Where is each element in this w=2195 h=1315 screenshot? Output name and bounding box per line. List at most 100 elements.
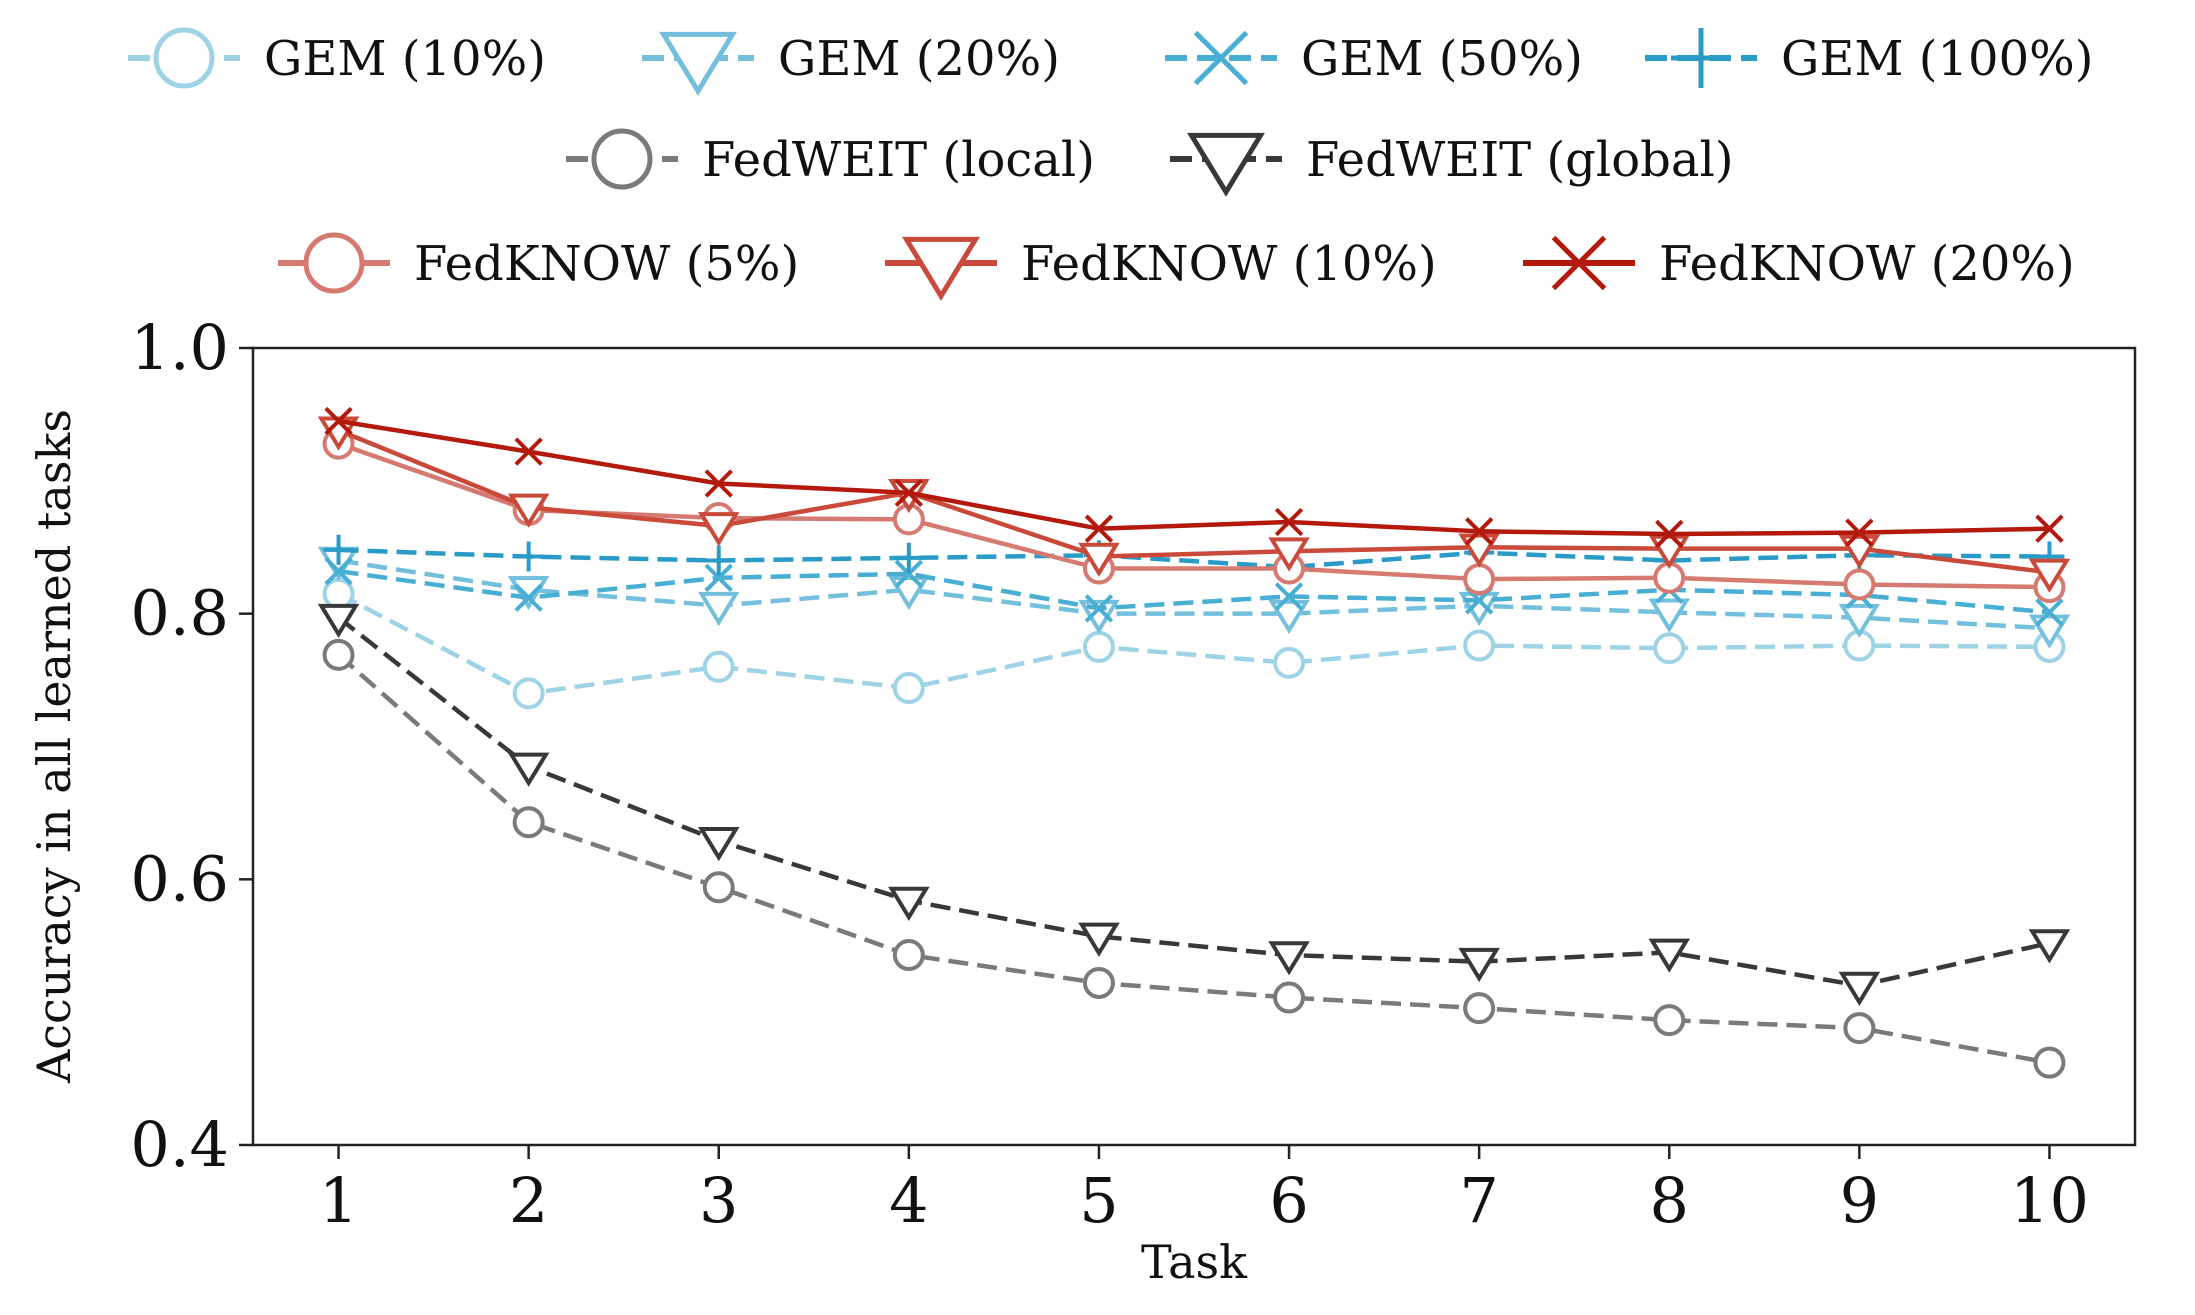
data-point [702, 871, 735, 904]
plot-frame [251, 346, 2137, 1147]
data-point [1084, 514, 1114, 543]
legend-marker [303, 232, 365, 294]
data-point [894, 478, 924, 507]
data-point [2028, 929, 2071, 964]
data-point [507, 575, 550, 611]
x-tick-label: 8 [1650, 1164, 1689, 1237]
data-point [1648, 938, 1691, 973]
legend-label: GEM (100%) [1781, 31, 2093, 87]
data-point [1274, 582, 1304, 611]
data-point [1653, 632, 1686, 665]
y-axis-label: Accuracy in all learned tasks [27, 409, 81, 1084]
series-line [337, 591, 2050, 696]
data-point [697, 512, 740, 547]
x-axis-label: Task [1141, 1235, 1248, 1289]
data-point [1838, 971, 1881, 1006]
legend-entry-gem-20: GEM (20%) [642, 31, 1060, 96]
legend-label: FedKNOW (20%) [1659, 236, 2075, 292]
data-point [1268, 599, 1310, 635]
data-point [697, 826, 740, 862]
series-line [338, 418, 2050, 537]
data-point [507, 493, 550, 528]
legend-entry-fedknow-5: FedKNOW (5%) [278, 232, 799, 294]
x-tick-label: 7 [1459, 1164, 1498, 1237]
data-point [323, 534, 354, 565]
data-point [892, 939, 925, 972]
x-tick-label: 9 [1840, 1164, 1879, 1237]
data-point [1464, 517, 1494, 546]
data-point [322, 638, 355, 671]
data-point [324, 556, 353, 586]
legend-marker [1187, 132, 1265, 197]
axis-ticks: 1 2 3 4 5 6 7 8 9 10 0.4 0.6 0.8 1.0 [130, 311, 2089, 1237]
legend-marker [1671, 28, 1731, 88]
legend-entry-gem-100: GEM (100%) [1645, 28, 2093, 88]
series-line [337, 653, 2050, 1065]
x-tick-label: 5 [1079, 1164, 1118, 1237]
series-gem-100 [323, 534, 2065, 583]
data-point [512, 806, 545, 839]
data-point [1273, 981, 1306, 1014]
data-point [1463, 563, 1496, 596]
data-point [322, 577, 355, 610]
legend-label: FedKNOW (10%) [1021, 236, 1437, 292]
data-point [317, 603, 360, 639]
series-fedknow-10 [317, 416, 2071, 593]
series-fedknow-5 [322, 427, 2066, 604]
legend-marker [902, 236, 980, 301]
data-point [513, 541, 544, 572]
data-point [704, 563, 733, 592]
x-tick-label: 1 [319, 1164, 358, 1237]
data-point [2035, 514, 2064, 543]
data-point [1273, 646, 1306, 679]
data-point [1463, 629, 1496, 662]
data-point [2035, 598, 2064, 627]
series-fedknow-20 [324, 406, 2064, 549]
data-point [697, 591, 740, 627]
legend-entry-fedweit-local: FedWEIT (local) [566, 128, 1095, 190]
y-tick-label: 1.0 [130, 311, 229, 384]
legend-entry-fedknow-20: FedKNOW (20%) [1523, 235, 2075, 292]
data-point [1268, 537, 1310, 572]
data-point [894, 559, 924, 588]
legend-marker [1551, 235, 1607, 291]
data-point [324, 406, 353, 436]
data-point [702, 650, 735, 683]
x-tick-label: 6 [1269, 1164, 1308, 1237]
x-tick-label: 3 [699, 1164, 738, 1237]
legend-label: GEM (10%) [264, 31, 546, 87]
series-line [338, 547, 2050, 570]
plot-area: 1 2 3 4 5 6 7 8 9 10 0.4 0.6 0.8 1.0 [130, 311, 2137, 1237]
data-point [1843, 568, 1876, 601]
series-gem-50 [324, 556, 2064, 627]
legend-entry-gem-10: GEM (10%) [128, 27, 546, 89]
data-point [514, 437, 543, 466]
data-point [1845, 518, 1874, 547]
x-tick-label: 2 [509, 1164, 548, 1237]
series-line [337, 441, 2050, 590]
data-point [888, 886, 930, 921]
data-point [1843, 1012, 1876, 1045]
legend-marker [591, 128, 653, 190]
data-point [2028, 558, 2071, 593]
legend-label: GEM (20%) [778, 31, 1060, 87]
data-point [1082, 966, 1115, 999]
series-line [338, 568, 2050, 615]
legend: GEM (10%) GEM (20%) GEM (50%) GEM (100%) Fed… [128, 27, 2093, 301]
legend-marker [1193, 30, 1249, 86]
data-point [1078, 922, 1120, 957]
series-line [338, 558, 2050, 631]
legend-marker [153, 27, 215, 89]
data-point [1078, 542, 1120, 577]
data-point [1838, 603, 1881, 639]
data-point [1653, 1004, 1686, 1037]
data-point [1458, 947, 1500, 983]
series-fedweit-local [322, 638, 2066, 1079]
y-tick-label: 0.8 [130, 577, 229, 650]
legend-entry-fedweit-global: FedWEIT (global) [1170, 132, 1734, 197]
data-point [1463, 992, 1496, 1025]
series-line [337, 428, 2050, 575]
data-point [1655, 519, 1684, 549]
legend-label: GEM (50%) [1301, 31, 1583, 87]
